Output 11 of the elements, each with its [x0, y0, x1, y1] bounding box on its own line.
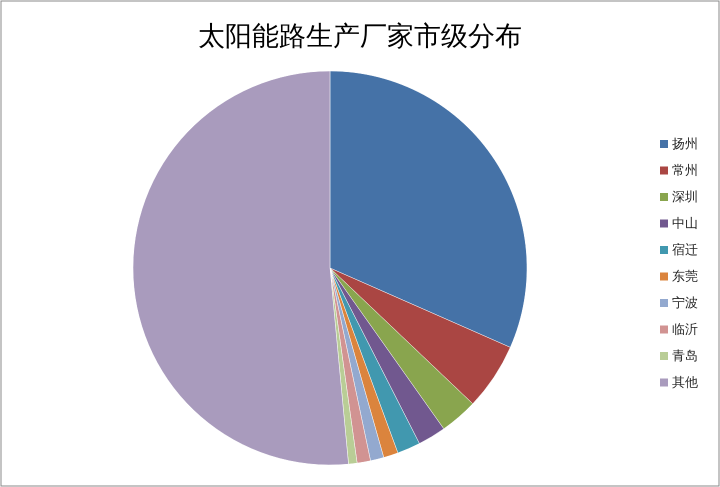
legend-label: 临沂 [672, 322, 698, 336]
legend-label: 其他 [672, 374, 698, 390]
legend-label: 中山 [672, 216, 698, 230]
legend-label: 青岛 [672, 348, 698, 363]
legend-label: 扬州 [672, 136, 698, 151]
legend-label: 宿迁 [672, 242, 698, 257]
legend-label: 东莞 [672, 268, 698, 284]
chart-title: 太阳能路生产厂家市级分布 [198, 21, 522, 51]
legend-label: 深圳 [672, 189, 698, 204]
legend-label: 常州 [672, 162, 698, 178]
legend-label: 宁波 [672, 295, 698, 310]
